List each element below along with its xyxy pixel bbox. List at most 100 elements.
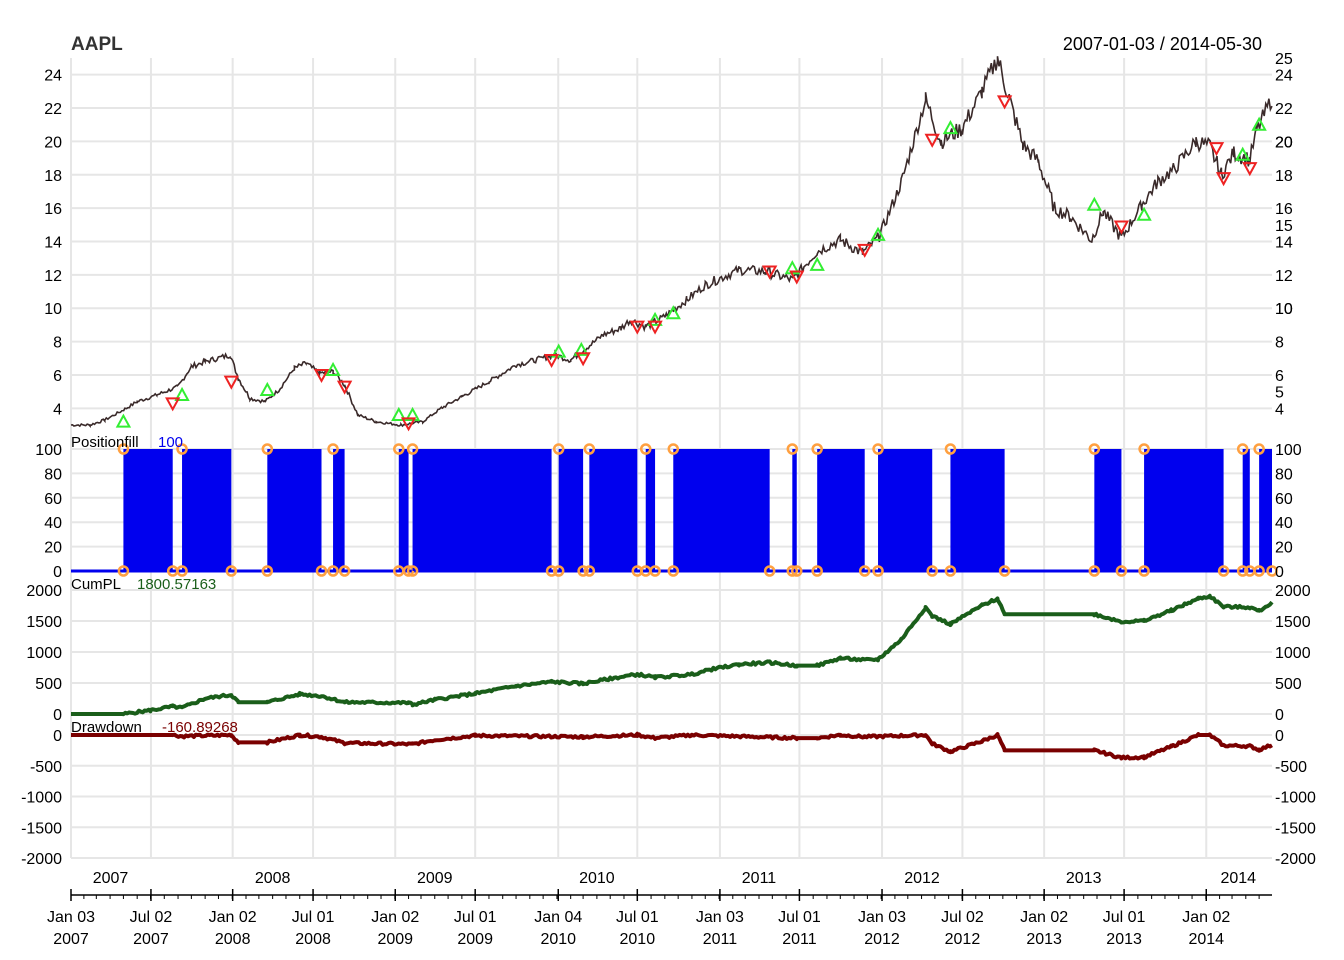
position-long-bar [398,449,409,571]
x-tick-label-date: Jan 02 [1020,909,1068,926]
buy-signal-marker [1235,146,1251,161]
position-long-bar [412,449,552,571]
fill-entry-marker [1253,565,1265,577]
label-layer: AAPL 2007-01-03 / 2014-05-30 Positionfil… [71,34,1262,736]
drawdown-y-tick-label-left: 0 [53,728,62,745]
sell-signal-marker [400,417,417,432]
buy-signal-marker [942,119,959,135]
position-y-tick-label-right: 100 [1275,442,1302,459]
x-tick-label-year: 2011 [782,931,817,948]
x-tick-label-year: 2007 [133,931,169,948]
fill-exit-marker [225,565,238,577]
x-tick-label-year: 2012 [945,931,981,948]
buy-signal-marker [550,343,567,358]
buy-signal-marker [1086,196,1103,211]
x-year-label: 2014 [1220,870,1256,887]
cumpl-y-tick-label-right: 1000 [1275,645,1311,662]
fill-exit-marker [791,565,803,577]
fill-entry-marker [1088,443,1101,455]
fill-exit-marker [1115,565,1128,577]
position-y-tick-label-left: 60 [44,491,62,508]
buy-signal-marker [573,341,590,356]
fill-entry-marker [944,565,957,577]
price-y-tick-label-right: 15 [1275,218,1293,235]
fill-exit-marker [858,565,871,577]
x-tick-label-date: Jul 01 [1103,909,1146,926]
buy-signal-marker [1136,206,1152,221]
fill-entry-marker [1138,443,1150,455]
position-y-tick-label-left: 80 [44,466,62,483]
drawdown-y-tick-label-right: 0 [1275,728,1284,745]
drawdown-y-tick-label-right: -1500 [1275,820,1316,837]
x-tick-label-year: 2014 [1188,931,1224,948]
position-panel-label: Positionfill [71,434,139,451]
fill-entry-marker [176,565,188,577]
sell-signal-marker [1208,142,1225,157]
buy-signal-marker [391,406,407,421]
fill-entry-marker [176,443,188,455]
fill-entry-marker [1253,443,1265,455]
x-year-label: 2007 [93,870,129,887]
x-tick-label-date: Jan 03 [47,909,95,926]
sell-signal-marker [165,397,181,412]
cumpl-y-tick-label-right: 0 [1275,707,1284,724]
buy-signal-marker [115,413,132,428]
x-tick-label-year: 2008 [295,931,331,948]
sell-signal-marker [647,320,663,335]
price-y-tick-label-right: 4 [1275,401,1284,418]
price-y-tick-label-right: 5 [1275,385,1284,402]
fill-entry-marker [786,443,799,455]
price-y-tick-label-right: 14 [1275,235,1293,252]
position-long-bar [333,449,345,571]
price-y-tick-label-right: 25 [1275,51,1293,68]
fill-entry-marker [786,565,799,577]
position-y-tick-label-right: 80 [1275,466,1293,483]
position-y-tick-label-right: 40 [1275,515,1293,532]
position-long-bar [589,449,638,571]
x-year-label: 2009 [417,870,453,887]
fill-exit-marker [338,565,351,577]
fill-entry-marker [667,443,680,455]
x-tick-label-date: Jul 01 [778,909,821,926]
price-y-tick-label-right: 18 [1275,168,1293,185]
position-long-bar [792,449,797,571]
cumpl-y-tick-label-right: 2000 [1275,583,1311,600]
fill-entry-marker [1138,565,1150,577]
fill-entry-marker [639,443,652,455]
sell-signal-marker [313,368,330,384]
sell-signal-marker [629,320,645,335]
position-long-bar [878,449,933,571]
drawdown-panel-value: -160.89268 [162,719,238,736]
x-tick-label-year: 2012 [864,931,900,948]
buy-signal-marker [325,361,341,376]
price-y-tick-label-right: 16 [1275,201,1293,218]
x-tick-label-date: Jul 01 [616,909,659,926]
fill-entry-marker [552,443,565,455]
cumpl-y-tick-label-left: 1000 [26,645,62,662]
price-y-tick-label-right: 20 [1275,134,1293,151]
sell-signal-marker [1113,220,1130,235]
buy-signal-marker [174,386,190,401]
cumpl-y-tick-label-right: 1500 [1275,614,1311,631]
price-y-tick-label-left: 12 [44,268,62,285]
sell-signal-marker [575,352,591,367]
x-tick-label-year: 2009 [457,931,493,948]
position-long-bar [267,449,322,571]
position-long-bar [817,449,865,571]
position-y-tick-label-left: 40 [44,515,62,532]
price-y-tick-label-right: 20 [1275,134,1293,151]
price-y-tick-label-left: 6 [53,368,62,385]
price-y-tick-label-left: 8 [53,335,62,352]
x-tick-label-date: Jan 03 [696,909,744,926]
sell-signal-marker [996,95,1013,110]
fill-entry-marker [406,565,419,577]
fill-entry-marker [872,565,884,577]
fill-exit-marker [1217,565,1230,577]
fill-entry-marker [261,565,274,577]
price-y-tick-label-right: 8 [1275,335,1284,352]
fill-exit-marker [545,565,558,577]
cumpl-y-tick-label-right: 500 [1275,676,1302,693]
buy-signal-marker [259,381,276,396]
price-y-tick-label-left: 20 [44,134,62,151]
x-tick-label-year: 2011 [703,931,738,948]
